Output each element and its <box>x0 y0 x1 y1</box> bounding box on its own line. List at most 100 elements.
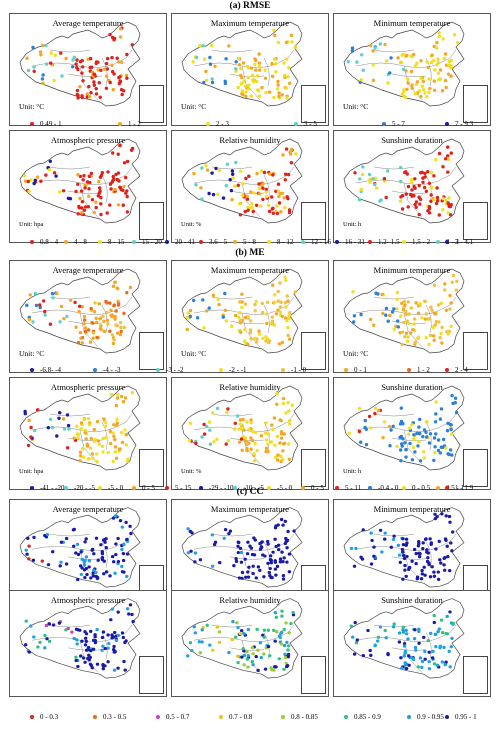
station-point <box>58 411 62 415</box>
station-point <box>255 171 259 176</box>
station-point <box>285 538 290 542</box>
map-outline <box>343 385 465 471</box>
station-point <box>74 189 78 194</box>
station-point <box>406 637 410 641</box>
station-point <box>352 652 357 656</box>
station-point <box>38 303 42 307</box>
station-point <box>390 310 395 314</box>
map-panel-rmse-3: Minimum temperature Unit: °C <box>333 13 491 126</box>
station-point <box>435 663 439 667</box>
station-point <box>74 551 78 555</box>
unit-label: Unit: hpa <box>19 221 44 228</box>
station-point <box>254 203 259 207</box>
station-point <box>426 317 430 321</box>
station-point <box>70 630 74 634</box>
station-point <box>228 529 233 533</box>
station-point <box>79 421 84 425</box>
station-point <box>253 302 257 307</box>
station-point <box>87 84 91 89</box>
station-point <box>428 537 432 541</box>
station-point <box>272 300 277 304</box>
station-point <box>444 660 448 664</box>
station-point <box>230 197 234 202</box>
station-point <box>399 314 403 318</box>
station-point <box>84 636 88 640</box>
station-point <box>262 628 267 632</box>
station-point <box>372 323 376 327</box>
station-point <box>405 632 409 636</box>
station-point <box>216 298 220 302</box>
station-point <box>86 328 91 332</box>
station-point <box>430 308 434 313</box>
legend-swatch <box>368 486 372 490</box>
station-point <box>280 609 284 613</box>
station-point <box>105 310 109 315</box>
station-point <box>433 517 438 521</box>
station-point <box>198 651 203 655</box>
station-point <box>222 536 226 540</box>
station-point <box>277 94 281 99</box>
station-point <box>264 90 268 95</box>
station-point <box>417 440 421 444</box>
station-point <box>125 159 130 164</box>
station-point <box>195 316 200 320</box>
station-point <box>238 319 242 323</box>
station-point <box>227 532 231 536</box>
station-point <box>262 170 267 175</box>
station-point <box>279 430 284 434</box>
legend-label: 0.3 - 0.5 <box>103 713 127 721</box>
station-point <box>118 35 123 39</box>
station-point <box>413 64 418 68</box>
station-point <box>106 633 110 637</box>
region-boundary <box>49 413 91 417</box>
station-point <box>432 338 436 342</box>
station-point <box>392 534 396 538</box>
station-point <box>401 577 405 581</box>
station-point <box>87 653 91 657</box>
station-point <box>68 298 73 302</box>
station-point <box>256 668 260 672</box>
station-point <box>250 646 254 650</box>
station-point <box>72 544 76 548</box>
station-point <box>26 536 30 540</box>
station-point <box>205 623 209 627</box>
station-point <box>283 275 287 279</box>
legend-item: -2 - -1 <box>219 364 247 376</box>
station-point <box>247 174 251 178</box>
station-point <box>448 448 453 452</box>
station-point <box>410 86 414 90</box>
station-point <box>436 77 441 82</box>
station-point <box>287 316 291 321</box>
station-point <box>419 171 423 175</box>
station-point <box>287 313 291 318</box>
station-point <box>194 183 198 187</box>
legend-swatch <box>368 240 372 244</box>
station-point <box>404 543 408 547</box>
station-point <box>89 171 94 176</box>
station-point <box>258 68 262 72</box>
station-point <box>80 341 85 345</box>
station-point <box>239 169 243 173</box>
station-point <box>89 436 94 441</box>
station-point <box>361 653 365 658</box>
map-panel-me-5: Relative humidity Unit: % <box>171 377 329 490</box>
station-point <box>81 79 85 83</box>
station-point <box>113 317 117 321</box>
station-point <box>442 556 446 561</box>
station-point <box>401 553 406 558</box>
station-point <box>66 626 70 631</box>
station-point <box>453 396 458 400</box>
station-point <box>259 434 264 438</box>
station-point <box>101 314 105 318</box>
legend-swatch <box>301 486 305 490</box>
station-point <box>273 526 278 530</box>
station-point <box>24 619 28 623</box>
station-point <box>239 550 244 555</box>
station-point <box>238 422 243 426</box>
station-point <box>380 550 384 554</box>
station-point <box>281 153 285 157</box>
china-map <box>19 138 141 224</box>
legend-swatch <box>219 368 223 372</box>
station-point <box>382 179 387 183</box>
station-point <box>281 449 285 453</box>
